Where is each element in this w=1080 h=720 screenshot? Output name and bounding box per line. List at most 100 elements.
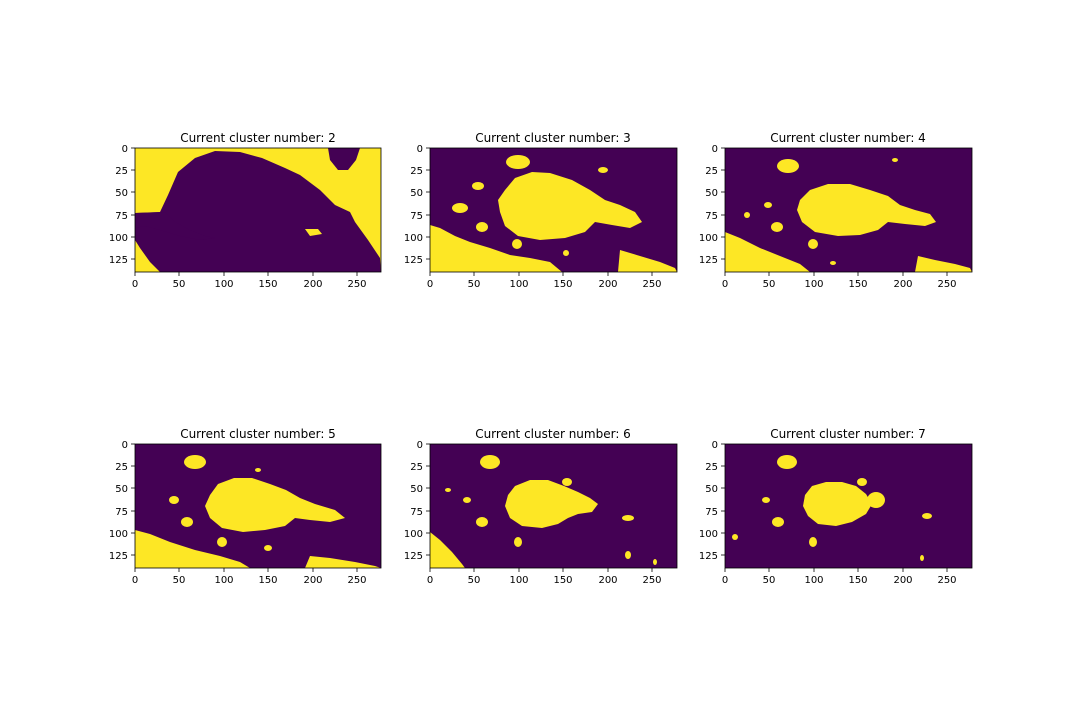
subplot-cluster-7: Current cluster number: 7 — [699, 427, 973, 586]
cluster-image — [135, 444, 381, 568]
y-tick-label: 50 — [115, 484, 128, 495]
x-tick-label: 0 — [427, 279, 433, 290]
x-tick-label: 200 — [893, 575, 912, 586]
subplot-cluster-5: Current cluster number: 5 0 — [109, 427, 382, 586]
y-tick-label: 125 — [699, 551, 718, 562]
y-ticks: 0 25 50 75 100 125 — [109, 440, 135, 562]
y-tick-label: 0 — [712, 144, 718, 155]
x-tick-label: 0 — [132, 575, 138, 586]
subplot-cluster-2: Current cluster number: 2 0 50 100 150 2… — [109, 131, 382, 290]
cluster-image — [725, 444, 972, 568]
y-tick-label: 25 — [115, 462, 128, 473]
subplot-title: Current cluster number: 4 — [770, 131, 926, 145]
axes-frame — [134, 147, 382, 273]
y-tick-label: 25 — [410, 462, 423, 473]
subplot-title: Current cluster number: 6 — [475, 427, 631, 441]
y-tick-label: 125 — [404, 255, 423, 266]
x-ticks: 0 50 100 150 200 250 — [722, 568, 957, 586]
x-tick-label: 200 — [598, 575, 617, 586]
y-tick-label: 125 — [404, 551, 423, 562]
cluster-image — [135, 148, 381, 272]
cluster-region — [328, 148, 360, 170]
x-ticks: 0 50 100 150 200 250 — [722, 272, 957, 290]
y-tick-label: 100 — [404, 233, 423, 244]
y-tick-label: 50 — [410, 484, 423, 495]
x-tick-label: 0 — [427, 575, 433, 586]
x-tick-label: 0 — [132, 279, 138, 290]
cluster-region — [135, 455, 381, 568]
cluster-region — [732, 455, 932, 561]
y-tick-label: 75 — [115, 211, 128, 222]
x-tick-label: 200 — [303, 575, 322, 586]
cluster-region — [305, 229, 322, 236]
axes-frame — [134, 443, 382, 569]
x-tick-label: 150 — [258, 575, 277, 586]
y-tick-label: 50 — [115, 188, 128, 199]
y-tick-label: 25 — [115, 166, 128, 177]
subplot-cluster-3: Current cluster number: 3 — [404, 131, 678, 290]
y-tick-label: 75 — [705, 211, 718, 222]
y-tick-label: 100 — [404, 529, 423, 540]
x-ticks: 0 50 100 150 200 250 — [427, 568, 662, 586]
y-tick-label: 25 — [705, 462, 718, 473]
cluster-region — [725, 158, 972, 272]
x-tick-label: 100 — [509, 279, 528, 290]
x-tick-label: 150 — [553, 575, 572, 586]
x-tick-label: 250 — [642, 575, 661, 586]
y-ticks: 0 25 50 75 100 125 — [109, 144, 135, 266]
x-tick-label: 100 — [804, 279, 823, 290]
x-ticks: 0 50 100 150 200 250 — [427, 272, 662, 290]
x-ticks: 0 50 100 150 200 250 — [132, 272, 367, 290]
y-tick-label: 50 — [410, 188, 423, 199]
y-tick-label: 125 — [699, 255, 718, 266]
y-ticks: 0 25 50 75 100 125 — [404, 144, 430, 266]
axes-frame — [724, 443, 973, 569]
x-tick-label: 150 — [848, 575, 867, 586]
x-tick-label: 200 — [598, 279, 617, 290]
axes-frame — [429, 443, 678, 569]
x-tick-label: 0 — [722, 575, 728, 586]
x-tick-label: 250 — [937, 279, 956, 290]
y-tick-label: 0 — [417, 144, 423, 155]
x-tick-label: 250 — [347, 575, 366, 586]
x-ticks: 0 50 100 150 200 250 — [132, 568, 367, 586]
x-tick-label: 150 — [258, 279, 277, 290]
y-tick-label: 100 — [699, 529, 718, 540]
subplot-title: Current cluster number: 2 — [180, 131, 336, 145]
x-tick-label: 100 — [509, 575, 528, 586]
axes-frame — [724, 147, 973, 273]
y-tick-label: 0 — [122, 144, 128, 155]
axes-frame — [429, 147, 678, 273]
y-tick-label: 50 — [705, 188, 718, 199]
y-tick-label: 75 — [410, 507, 423, 518]
y-tick-label: 0 — [417, 440, 423, 451]
x-tick-label: 250 — [642, 279, 661, 290]
y-ticks: 0 25 50 75 100 125 — [699, 440, 725, 562]
x-tick-label: 50 — [468, 575, 481, 586]
subplot-title: Current cluster number: 3 — [475, 131, 631, 145]
y-tick-label: 75 — [705, 507, 718, 518]
x-tick-label: 150 — [848, 279, 867, 290]
y-tick-label: 25 — [410, 166, 423, 177]
y-tick-label: 125 — [109, 255, 128, 266]
y-tick-label: 125 — [109, 551, 128, 562]
cluster-region — [135, 151, 381, 272]
x-tick-label: 250 — [347, 279, 366, 290]
cluster-region — [135, 212, 215, 240]
subplot-cluster-4: Current cluster number: 4 — [699, 131, 973, 290]
x-tick-label: 200 — [893, 279, 912, 290]
y-tick-label: 75 — [115, 507, 128, 518]
y-tick-label: 0 — [712, 440, 718, 451]
x-tick-label: 50 — [173, 279, 186, 290]
subplot-title: Current cluster number: 5 — [180, 427, 336, 441]
x-tick-label: 200 — [303, 279, 322, 290]
y-tick-label: 50 — [705, 484, 718, 495]
x-tick-label: 150 — [553, 279, 572, 290]
y-tick-label: 0 — [122, 440, 128, 451]
x-tick-label: 0 — [722, 279, 728, 290]
y-ticks: 0 25 50 75 100 125 — [699, 144, 725, 266]
cluster-image — [430, 148, 677, 272]
y-tick-label: 100 — [699, 233, 718, 244]
cluster-region — [135, 260, 152, 272]
